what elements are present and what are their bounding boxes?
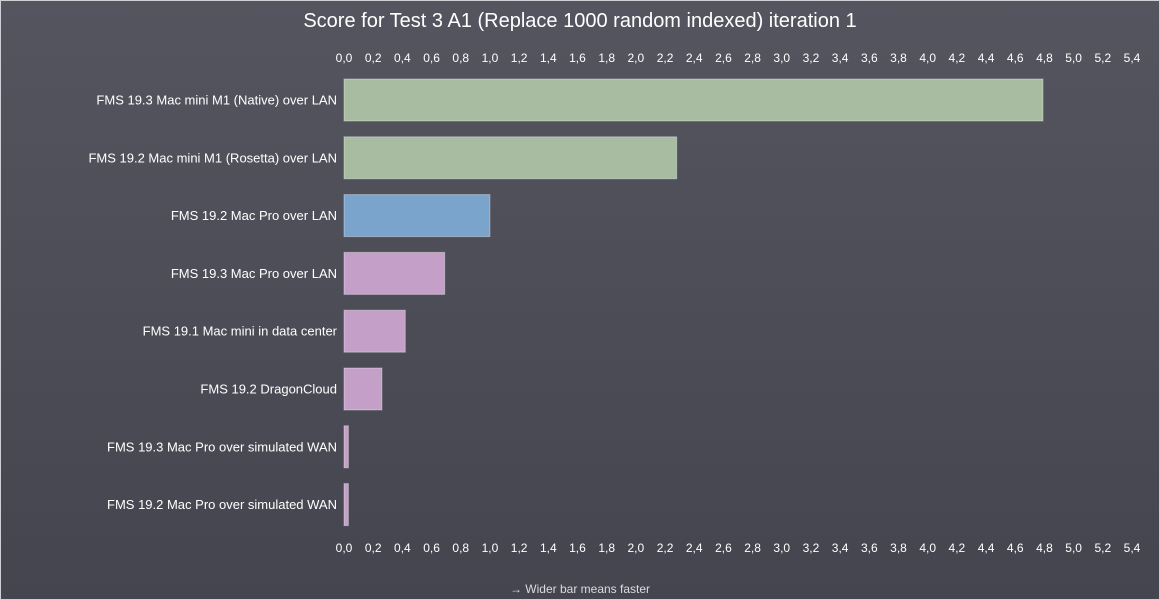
x-tick-label-bottom: 3,8 (890, 541, 907, 555)
x-tick-label-top: 4,0 (919, 51, 936, 65)
x-tick-label-bottom: 1,6 (569, 541, 586, 555)
x-tick-label-bottom: 3,0 (773, 541, 790, 555)
bar (343, 367, 383, 411)
x-tick-label-top: 5,0 (1065, 51, 1082, 65)
x-tick-label-bottom: 4,2 (949, 541, 966, 555)
x-tick-label-bottom: 5,0 (1065, 541, 1082, 555)
x-tick-label-bottom: 0,0 (336, 541, 353, 555)
x-tick-label-bottom: 1,4 (540, 541, 557, 555)
category-label: FMS 19.3 Mac mini M1 (Native) over LAN (96, 93, 337, 108)
x-tick-label-bottom: 1,0 (482, 541, 499, 555)
x-tick-label-top: 2,0 (628, 51, 645, 65)
x-tick-label-top: 5,4 (1124, 51, 1141, 65)
x-tick-label-top: 0,2 (365, 51, 382, 65)
x-tick-label-top: 2,4 (686, 51, 703, 65)
x-tick-label-bottom: 0,2 (365, 541, 382, 555)
bar (343, 309, 406, 353)
category-label: FMS 19.2 DragonCloud (200, 382, 337, 397)
x-tick-label-top: 4,6 (1007, 51, 1024, 65)
x-tick-label-bottom: 3,2 (803, 541, 820, 555)
x-tick-label-top: 3,2 (803, 51, 820, 65)
category-label: FMS 19.3 Mac Pro over simulated WAN (107, 439, 337, 454)
x-tick-label-bottom: 1,2 (511, 541, 528, 555)
x-tick-label-top: 1,6 (569, 51, 586, 65)
category-label: FMS 19.2 Mac Pro over simulated WAN (107, 497, 337, 512)
x-tick-label-bottom: 4,0 (919, 541, 936, 555)
x-tick-label-top: 1,8 (598, 51, 615, 65)
chart-footnote: → Wider bar means faster (509, 582, 651, 596)
x-tick-label-bottom: 0,4 (394, 541, 411, 555)
bar (343, 483, 349, 527)
chart-title: Score for Test 3 A1 (Replace 1000 random… (303, 10, 857, 32)
bar (343, 251, 446, 295)
category-label: FMS 19.1 Mac mini in data center (143, 324, 338, 339)
category-label: FMS 19.2 Mac Pro over LAN (171, 208, 337, 223)
x-tick-label-top: 1,2 (511, 51, 528, 65)
x-tick-label-top: 3,0 (773, 51, 790, 65)
x-tick-label-top: 0,0 (336, 51, 353, 65)
x-tick-label-top: 1,4 (540, 51, 557, 65)
x-tick-label-bottom: 2,0 (628, 541, 645, 555)
x-tick-label-bottom: 2,6 (715, 541, 732, 555)
x-tick-label-top: 3,4 (832, 51, 849, 65)
x-tick-label-top: 2,8 (744, 51, 761, 65)
x-tick-label-bottom: 4,8 (1036, 541, 1053, 555)
x-tick-label-bottom: 3,4 (832, 541, 849, 555)
category-label: FMS 19.3 Mac Pro over LAN (171, 266, 337, 281)
x-tick-label-bottom: 5,4 (1124, 541, 1141, 555)
x-tick-label-top: 4,8 (1036, 51, 1053, 65)
x-tick-label-top: 0,8 (452, 51, 469, 65)
x-tick-label-bottom: 4,6 (1007, 541, 1024, 555)
x-tick-label-bottom: 3,6 (861, 541, 878, 555)
x-tick-label-top: 2,6 (715, 51, 732, 65)
x-tick-label-top: 1,0 (482, 51, 499, 65)
x-tick-label-bottom: 1,8 (598, 541, 615, 555)
x-tick-label-bottom: 0,6 (423, 541, 440, 555)
x-tick-label-top: 5,2 (1094, 51, 1111, 65)
x-tick-label-top: 2,2 (657, 51, 674, 65)
x-tick-label-bottom: 2,4 (686, 541, 703, 555)
x-tick-label-bottom: 2,2 (657, 541, 674, 555)
x-tick-label-bottom: 4,4 (978, 541, 995, 555)
bar (343, 425, 349, 469)
x-tick-label-top: 3,8 (890, 51, 907, 65)
bar (343, 78, 1044, 122)
x-tick-label-top: 4,4 (978, 51, 995, 65)
bar (343, 136, 678, 180)
x-tick-label-bottom: 2,8 (744, 541, 761, 555)
bar (343, 194, 491, 238)
x-tick-label-bottom: 0,8 (452, 541, 469, 555)
x-tick-label-top: 0,4 (394, 51, 411, 65)
x-tick-label-top: 3,6 (861, 51, 878, 65)
x-tick-label-top: 0,6 (423, 51, 440, 65)
category-label: FMS 19.2 Mac mini M1 (Rosetta) over LAN (88, 150, 337, 165)
x-tick-label-bottom: 5,2 (1094, 541, 1111, 555)
x-tick-label-top: 4,2 (949, 51, 966, 65)
